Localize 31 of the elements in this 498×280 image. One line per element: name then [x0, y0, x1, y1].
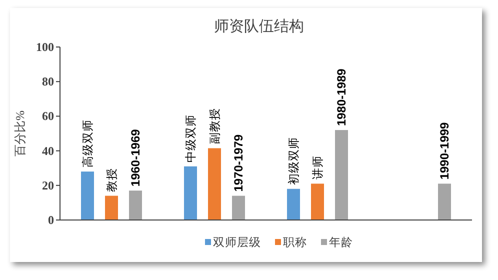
data-label: 1960-1969: [128, 128, 142, 187]
data-label: 1990-1999: [438, 122, 452, 180]
data-label: 1980-1989: [334, 68, 348, 126]
y-axis-title: 百分比%: [13, 110, 27, 156]
bar: [129, 190, 142, 220]
bar: [184, 166, 197, 220]
bar: [232, 196, 245, 220]
y-tick-label: 100: [36, 40, 54, 54]
bar: [208, 148, 221, 220]
legend-label: 双师层级: [213, 236, 261, 249]
bar: [438, 184, 451, 220]
data-label: 讲师: [312, 156, 324, 180]
data-label: 初级双师: [286, 136, 300, 185]
y-tick-label: 40: [42, 144, 54, 158]
y-tick-label: 80: [42, 74, 54, 89]
data-label: 中级双师: [184, 114, 198, 162]
bar: [81, 172, 94, 220]
legend-label: 年龄: [329, 236, 353, 249]
bar: [311, 184, 324, 220]
legend-label: 职称: [283, 236, 307, 249]
data-label: 1970-1979: [232, 134, 246, 192]
data-label: 高级双师: [80, 120, 94, 168]
chart-title: 师资队伍结构: [214, 18, 304, 35]
bar: [335, 130, 348, 220]
y-tick-label: 20: [42, 178, 54, 192]
data-label: 教授: [106, 168, 118, 192]
data-label: 副教授: [208, 108, 222, 144]
y-tick-label: 60: [42, 109, 54, 124]
y-tick-label: 0: [48, 213, 54, 227]
bar: [105, 196, 118, 220]
bar: [287, 188, 300, 220]
